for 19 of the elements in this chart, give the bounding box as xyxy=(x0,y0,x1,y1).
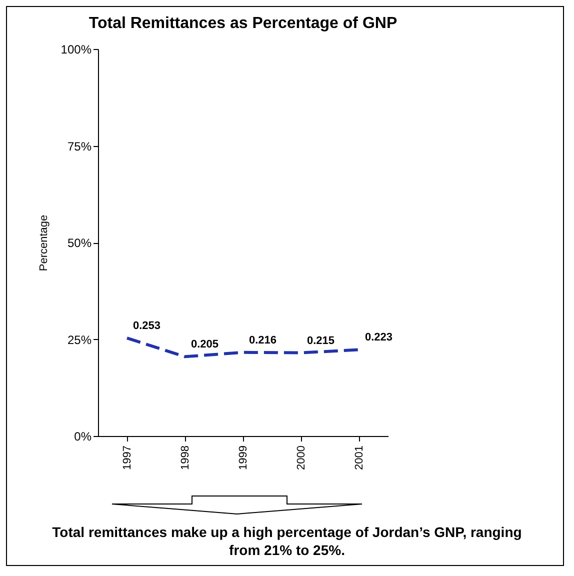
y-tick-label: 0% xyxy=(74,430,92,444)
y-tick-label: 50% xyxy=(67,236,92,250)
data-label: 0.215 xyxy=(307,334,335,347)
text: Total remittances make up a high percentage of Jordan’s GNP, ranging from 21% to 25%. xyxy=(51,523,523,559)
y-tick-label: 75% xyxy=(67,139,92,154)
chart-title: Total Remittances as Percentage of GNP xyxy=(88,15,398,32)
data-label: 0.216 xyxy=(249,334,277,346)
data-label: 0.205 xyxy=(191,338,219,351)
y-axis-title: Percentage xyxy=(38,214,50,272)
x-tick-label: 2000 xyxy=(296,446,308,470)
x-tick-label: 1999 xyxy=(238,446,250,470)
x-tick-label: 1998 xyxy=(180,446,192,470)
x-tick-label: 1997 xyxy=(122,446,134,470)
y-tick-label: 100% xyxy=(60,42,92,56)
x-tick-label: 2001 xyxy=(354,446,366,470)
data-label: 0.253 xyxy=(133,320,161,332)
line-series xyxy=(126,336,360,358)
data-label: 0.223 xyxy=(365,332,393,344)
y-tick-label: 25% xyxy=(67,332,92,347)
